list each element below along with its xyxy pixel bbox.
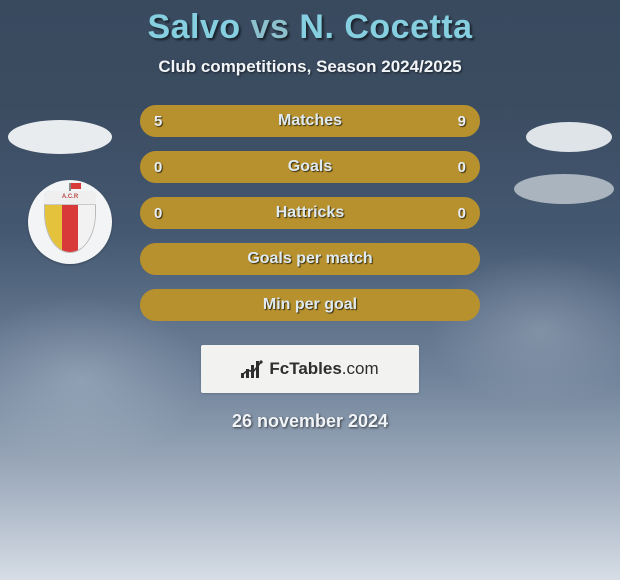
stat-row: 0 0 Hattricks [140, 197, 480, 229]
subtitle: Club competitions, Season 2024/2025 [0, 57, 620, 77]
stat-row: 5 9 Matches [140, 105, 480, 137]
player1-name: Salvo [147, 8, 240, 46]
date-text: 26 november 2024 [0, 411, 620, 432]
stat-value-left: 5 [154, 107, 162, 135]
stat-label: Matches [278, 112, 342, 130]
stat-value-right: 0 [458, 199, 466, 227]
watermark-text-bold: FcTables [269, 359, 341, 378]
stat-value-left: 0 [154, 153, 162, 181]
page-title: Salvo vs N. Cocetta [0, 0, 620, 47]
club-badge-messina: A.C.R [28, 180, 112, 264]
stat-label: Min per goal [263, 296, 357, 314]
stat-row: Min per goal [140, 289, 480, 321]
stat-value-right: 9 [458, 107, 466, 135]
team-badge-right-placeholder-1 [526, 122, 612, 152]
watermark-text-light: .com [342, 359, 379, 378]
club-badge-top-label: A.C.R [44, 191, 96, 205]
stat-row: Goals per match [140, 243, 480, 275]
watermark-text: FcTables.com [269, 359, 378, 379]
club-badge-flag-icon [69, 183, 71, 191]
stat-row: 0 0 Goals [140, 151, 480, 183]
team-badge-left-placeholder [8, 120, 112, 154]
stat-label: Goals [288, 158, 332, 176]
team-badge-right-placeholder-2 [514, 174, 614, 204]
stat-label: Hattricks [276, 204, 344, 222]
stat-value-left: 0 [154, 199, 162, 227]
watermark: FcTables.com [201, 345, 419, 393]
stat-label: Goals per match [247, 250, 372, 268]
player2-name: N. Cocetta [299, 8, 472, 46]
bar-chart-icon [241, 360, 263, 378]
vs-text: vs [251, 8, 290, 46]
stat-value-right: 0 [458, 153, 466, 181]
infographic-container: Salvo vs N. Cocetta Club competitions, S… [0, 0, 620, 580]
